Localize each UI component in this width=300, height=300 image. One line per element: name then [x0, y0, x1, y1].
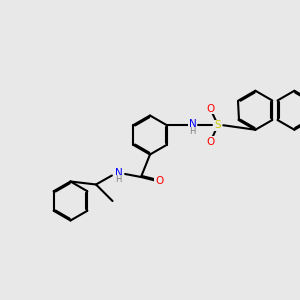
Text: S: S [214, 120, 221, 130]
Text: H: H [189, 127, 195, 136]
Text: O: O [206, 137, 214, 147]
Text: N: N [115, 167, 122, 178]
Text: N: N [188, 119, 196, 129]
Text: O: O [155, 176, 163, 187]
Text: H: H [115, 175, 122, 184]
Text: O: O [206, 104, 214, 114]
